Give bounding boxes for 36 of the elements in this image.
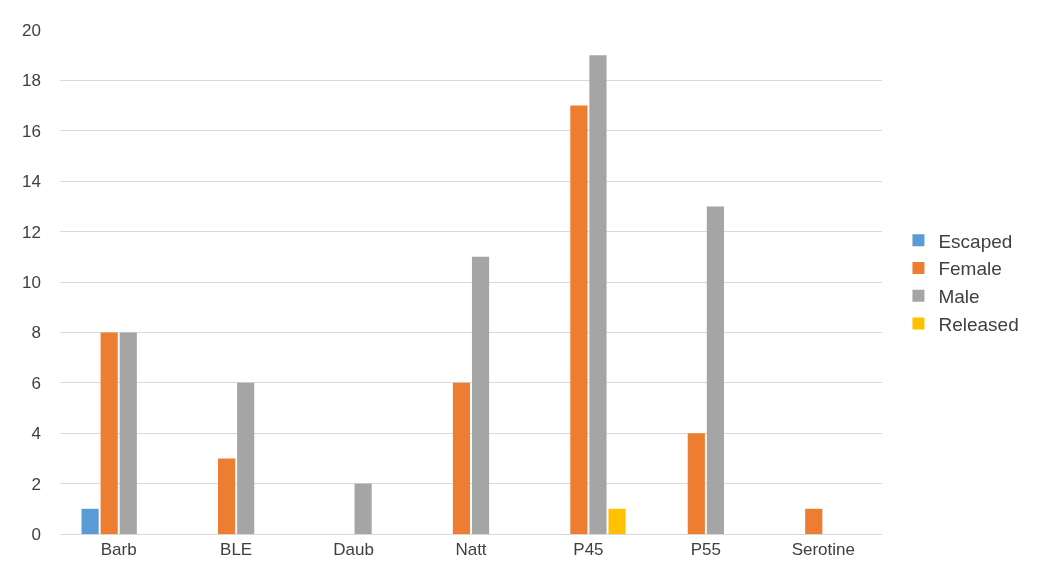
y-tick-label: 16: [22, 121, 41, 141]
bar: [570, 105, 588, 534]
bar: [805, 508, 823, 534]
y-tick-label: 12: [22, 222, 41, 242]
legend-label: Escaped: [938, 230, 1013, 252]
x-tick-label: Natt: [455, 540, 487, 560]
bar: [100, 332, 118, 534]
bar: [589, 55, 607, 534]
bar: [687, 433, 705, 534]
x-tick-label: P55: [690, 540, 721, 560]
bar: [471, 256, 490, 534]
x-tick-label: Daub: [333, 540, 374, 560]
x-tick-label: P45: [573, 540, 604, 560]
legend-label: Released: [938, 313, 1019, 335]
bar: [608, 508, 626, 534]
bar: [119, 332, 137, 534]
y-tick-label: 10: [22, 272, 41, 292]
x-tick-label: Serotine: [791, 540, 855, 560]
bar: [237, 382, 255, 534]
y-tick-label: 6: [31, 373, 41, 393]
y-tick-label: 8: [31, 323, 41, 343]
y-tick-label: 4: [31, 424, 41, 444]
y-tick-label: 2: [31, 474, 41, 494]
bar: [218, 458, 236, 534]
bar: [81, 508, 99, 534]
y-tick-label: 18: [22, 71, 41, 91]
legend-label: Male: [938, 286, 980, 308]
y-tick-label: 0: [31, 524, 41, 544]
x-tick-label: BLE: [220, 540, 253, 560]
y-tick-label: 20: [22, 20, 41, 40]
y-tick-label: 14: [22, 172, 41, 192]
bar: [452, 382, 471, 534]
legend-label: Female: [938, 258, 1002, 280]
bar: [354, 483, 372, 534]
x-tick-label: Barb: [100, 540, 137, 560]
bar: [706, 206, 724, 534]
